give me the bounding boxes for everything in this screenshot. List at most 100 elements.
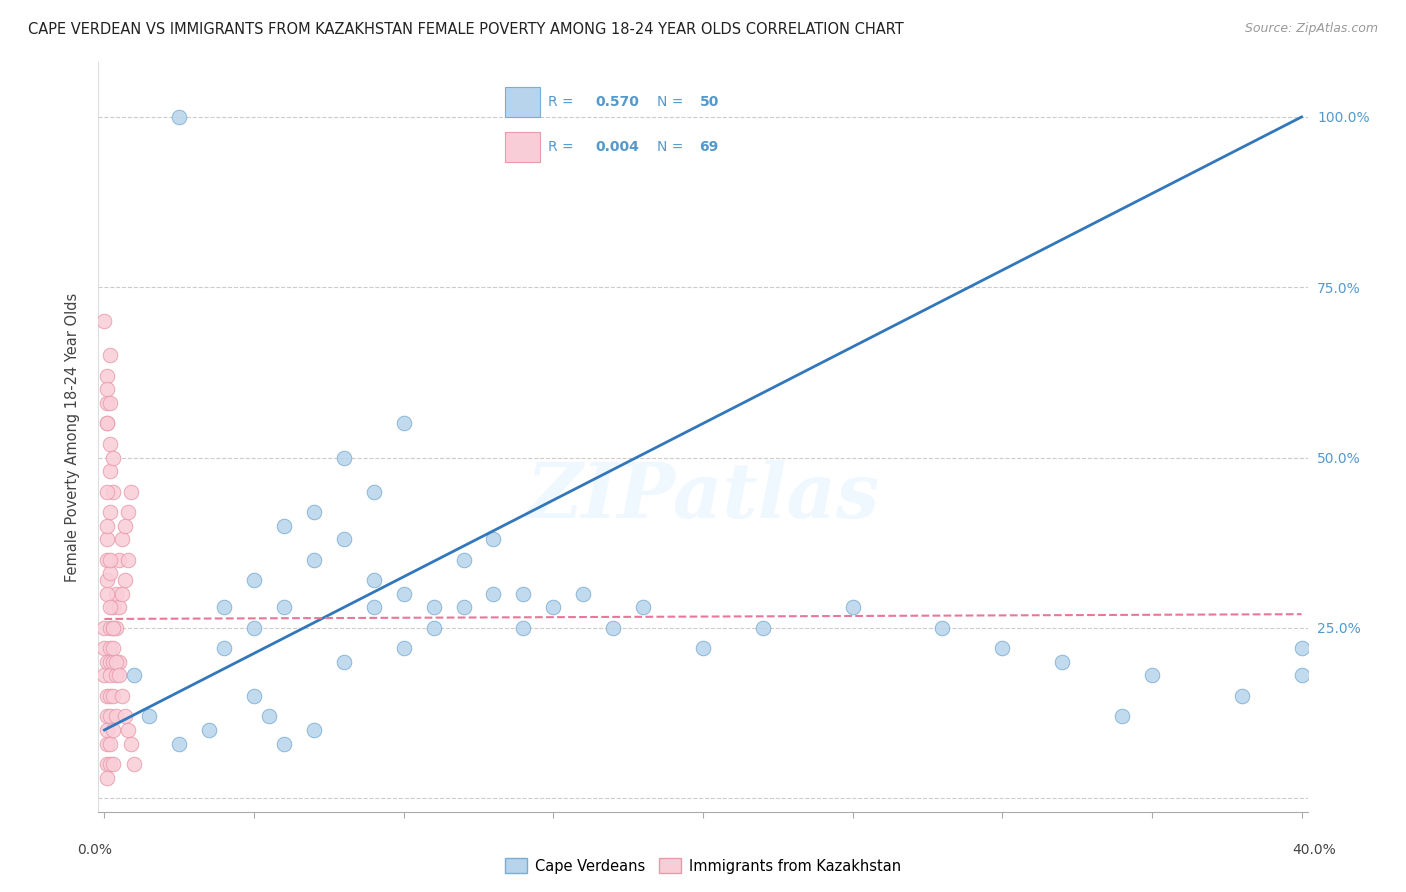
- Point: [117, 552, 139, 566]
- Point: [100, 396, 122, 410]
- Point: [114, 518, 136, 533]
- Point: [96, 533, 118, 547]
- Point: [392, 641, 415, 656]
- Point: [111, 533, 134, 547]
- Point: [103, 641, 125, 656]
- Point: [96, 737, 118, 751]
- Point: [103, 484, 125, 499]
- Point: [512, 621, 534, 635]
- Point: [100, 737, 122, 751]
- Point: [243, 621, 266, 635]
- Point: [1291, 668, 1313, 682]
- Point: [100, 437, 122, 451]
- Point: [117, 723, 139, 737]
- Point: [96, 484, 118, 499]
- Point: [422, 600, 444, 615]
- Point: [105, 668, 128, 682]
- Point: [212, 641, 235, 656]
- Point: [273, 600, 295, 615]
- Point: [602, 621, 624, 635]
- Text: Source: ZipAtlas.com: Source: ZipAtlas.com: [1244, 22, 1378, 36]
- Point: [103, 621, 125, 635]
- Point: [257, 709, 280, 723]
- Point: [333, 655, 356, 669]
- Point: [100, 552, 122, 566]
- Point: [111, 689, 134, 703]
- Point: [100, 348, 122, 362]
- Point: [453, 552, 475, 566]
- Point: [96, 757, 118, 772]
- Legend: Cape Verdeans, Immigrants from Kazakhstan: Cape Verdeans, Immigrants from Kazakhsta…: [499, 852, 907, 880]
- Point: [105, 709, 128, 723]
- Point: [841, 600, 863, 615]
- Point: [100, 621, 122, 635]
- Point: [96, 709, 118, 723]
- Point: [167, 737, 190, 751]
- Point: [273, 737, 295, 751]
- Point: [302, 505, 325, 519]
- Text: CAPE VERDEAN VS IMMIGRANTS FROM KAZAKHSTAN FEMALE POVERTY AMONG 18-24 YEAR OLDS : CAPE VERDEAN VS IMMIGRANTS FROM KAZAKHST…: [28, 22, 904, 37]
- Point: [212, 600, 235, 615]
- Point: [105, 621, 128, 635]
- Point: [96, 368, 118, 383]
- Point: [931, 621, 953, 635]
- Point: [453, 600, 475, 615]
- Point: [243, 689, 266, 703]
- Y-axis label: Female Poverty Among 18-24 Year Olds: Female Poverty Among 18-24 Year Olds: [65, 293, 80, 582]
- Point: [103, 723, 125, 737]
- Point: [302, 723, 325, 737]
- Point: [111, 587, 134, 601]
- Point: [96, 552, 118, 566]
- Point: [198, 723, 221, 737]
- Point: [752, 621, 775, 635]
- Point: [100, 566, 122, 581]
- Point: [96, 723, 118, 737]
- Point: [1111, 709, 1133, 723]
- Point: [1050, 655, 1073, 669]
- Point: [117, 505, 139, 519]
- Point: [108, 600, 131, 615]
- Point: [103, 689, 125, 703]
- Point: [1230, 689, 1253, 703]
- Point: [167, 110, 190, 124]
- Point: [108, 655, 131, 669]
- Point: [363, 573, 385, 587]
- Point: [138, 709, 160, 723]
- Point: [93, 641, 115, 656]
- Point: [103, 600, 125, 615]
- Point: [243, 573, 266, 587]
- Point: [100, 709, 122, 723]
- Point: [572, 587, 595, 601]
- Point: [96, 587, 118, 601]
- Point: [1140, 668, 1163, 682]
- Point: [96, 396, 118, 410]
- Point: [482, 587, 505, 601]
- Point: [100, 641, 122, 656]
- Point: [543, 600, 565, 615]
- Text: 40.0%: 40.0%: [1292, 843, 1337, 857]
- Point: [392, 587, 415, 601]
- Point: [302, 552, 325, 566]
- Point: [333, 450, 356, 465]
- Point: [482, 533, 505, 547]
- Text: ZIPatlas: ZIPatlas: [526, 460, 880, 534]
- Point: [93, 621, 115, 635]
- Point: [96, 655, 118, 669]
- Point: [108, 552, 131, 566]
- Point: [422, 621, 444, 635]
- Point: [103, 450, 125, 465]
- Point: [108, 668, 131, 682]
- Point: [333, 533, 356, 547]
- Point: [100, 505, 122, 519]
- Point: [103, 757, 125, 772]
- Point: [991, 641, 1014, 656]
- Point: [114, 709, 136, 723]
- Point: [363, 600, 385, 615]
- Point: [120, 484, 142, 499]
- Point: [631, 600, 654, 615]
- Point: [392, 417, 415, 431]
- Point: [100, 600, 122, 615]
- Point: [96, 771, 118, 785]
- Point: [363, 484, 385, 499]
- Point: [100, 464, 122, 478]
